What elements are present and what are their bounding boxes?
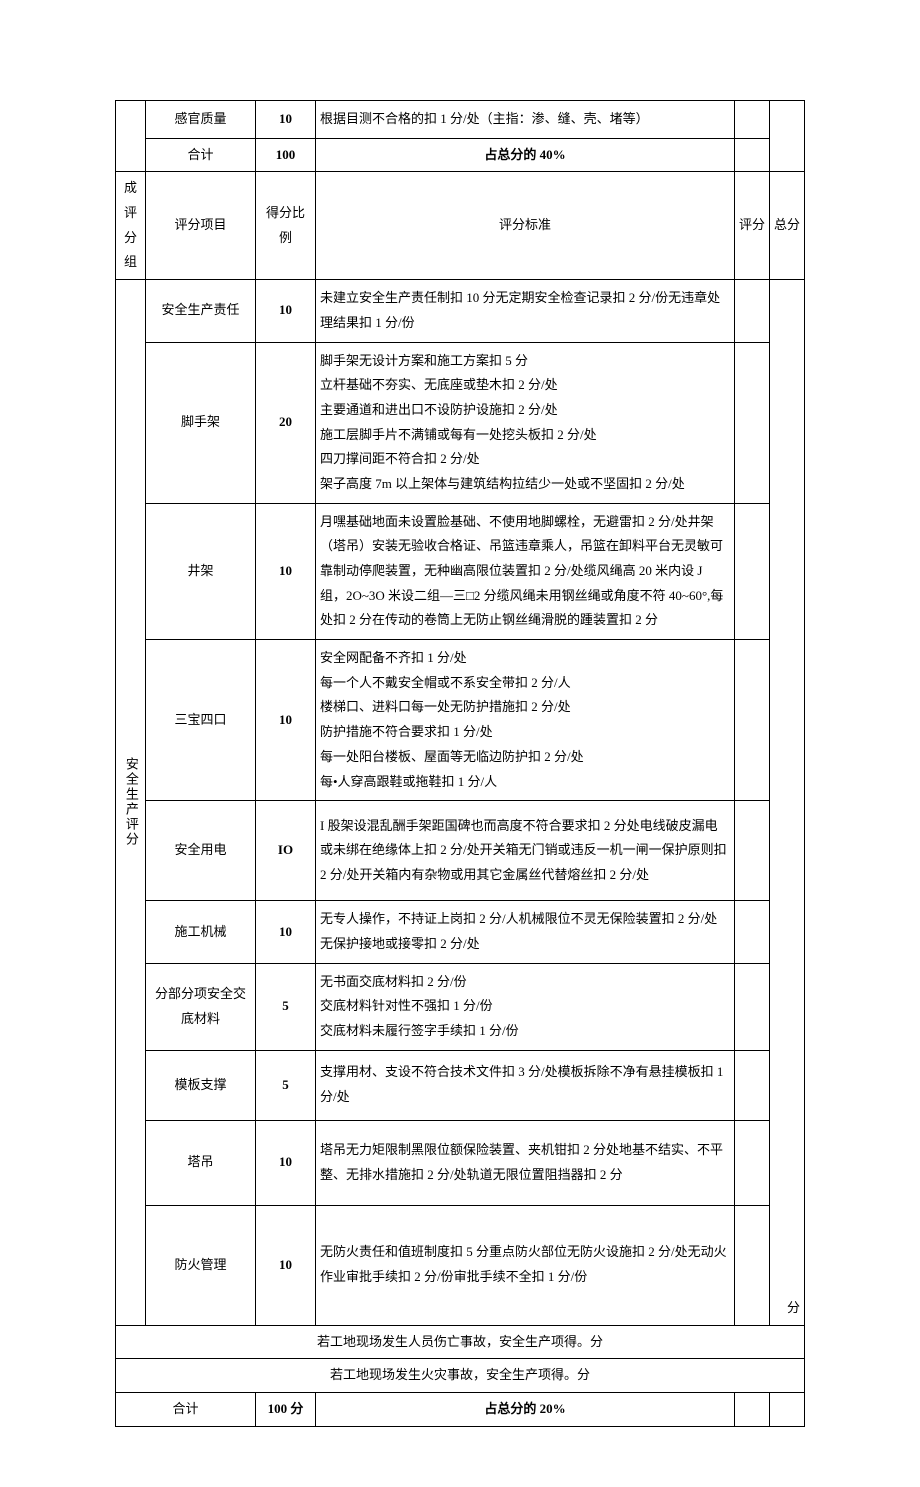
score-cell	[735, 1205, 770, 1325]
ratio-cell: 10	[256, 1205, 316, 1325]
prev-total-stub	[770, 101, 805, 172]
table-row: 脚手架20脚手架无设计方案和施工方案扣 5 分立杆基础不夯实、无底座或垫木扣 2…	[116, 342, 805, 503]
row-prev-subtotal: 合计 100 占总分的 40%	[116, 138, 805, 172]
table-row: 塔吊10塔吊无力矩限制黑限位额保险装置、夹机钳扣 2 分处地基不结实、不平整、无…	[116, 1120, 805, 1205]
item-cell: 塔吊	[146, 1120, 256, 1205]
score-cell	[735, 1050, 770, 1120]
header-row: 成 评分 组 评分项目 得分比例 评分标准 评分 总分	[116, 172, 805, 280]
prev-group-stub	[116, 101, 146, 172]
item-cell: 安全生产责任	[146, 280, 256, 342]
subtotal-score	[735, 1393, 770, 1427]
standard-cell: 脚手架无设计方案和施工方案扣 5 分立杆基础不夯实、无底座或垫木扣 2 分/处主…	[316, 342, 735, 503]
subtotal-total	[770, 1393, 805, 1427]
ratio-cell: IO	[256, 801, 316, 901]
table-row: 三宝四口10安全网配备不齐扣 1 分/处每一个人不戴安全帽或不系安全带扣 2 分…	[116, 640, 805, 801]
standard-cell: 无专人操作，不持证上岗扣 2 分/人机械限位不灵无保险装置扣 2 分/处无保护接…	[316, 901, 735, 963]
standard-cell: 根据目测不合格的扣 1 分/处（主指：渗、缝、壳、堵等）	[316, 101, 735, 139]
item-cell: 施工机械	[146, 901, 256, 963]
note1: 若工地现场发生人员伤亡事故，安全生产项得。分	[116, 1325, 805, 1359]
row-note1: 若工地现场发生人员伤亡事故，安全生产项得。分	[116, 1325, 805, 1359]
row-subtotal: 合计 100 分 占总分的 20%	[116, 1393, 805, 1427]
ratio-cell: 10	[256, 901, 316, 963]
table-row: 安全用电IOI 股架设混乱酬手架距国碑也而高度不符合要求扣 2 分处电线破皮漏电…	[116, 801, 805, 901]
total-cell: 分	[770, 280, 805, 1326]
ratio-cell: 10	[256, 280, 316, 342]
standard-cell: 安全网配备不齐扣 1 分/处每一个人不戴安全帽或不系安全带扣 2 分/人楼梯口、…	[316, 640, 735, 801]
subtotal-label: 合计	[116, 1393, 256, 1427]
ratio-cell: 10	[256, 101, 316, 139]
item-cell: 合计	[146, 138, 256, 172]
ratio-cell: 10	[256, 1120, 316, 1205]
ratio-cell: 10	[256, 640, 316, 801]
item-cell: 感官质量	[146, 101, 256, 139]
item-cell: 安全用电	[146, 801, 256, 901]
standard-cell: I 股架设混乱酬手架距国碑也而高度不符合要求扣 2 分处电线破皮漏电或未绑在绝缘…	[316, 801, 735, 901]
ratio-cell: 20	[256, 342, 316, 503]
standard-cell: 未建立安全生产责任制扣 10 分无定期安全检查记录扣 2 分/份无违章处理结果扣…	[316, 280, 735, 342]
row-note2: 若工地现场发生火灾事故，安全生产项得。分	[116, 1359, 805, 1393]
score-cell	[735, 640, 770, 801]
table-row: 分部分项安全交底材料5无书面交底材料扣 2 分/份交底材料针对性不强扣 1 分/…	[116, 963, 805, 1050]
standard-cell: 塔吊无力矩限制黑限位额保险装置、夹机钳扣 2 分处地基不结实、不平整、无排水措施…	[316, 1120, 735, 1205]
table-row: 安全生产评分安全生产责任10未建立安全生产责任制扣 10 分无定期安全检查记录扣…	[116, 280, 805, 342]
score-cell	[735, 963, 770, 1050]
row-sensory: 感官质量 10 根据目测不合格的扣 1 分/处（主指：渗、缝、壳、堵等）	[116, 101, 805, 139]
score-cell	[735, 342, 770, 503]
table-row: 模板支撑5支撑用材、支设不符合技术文件扣 3 分/处模板拆除不净有悬挂模板扣 1…	[116, 1050, 805, 1120]
score-cell	[735, 280, 770, 342]
note2: 若工地现场发生火灾事故，安全生产项得。分	[116, 1359, 805, 1393]
header-ratio: 得分比例	[256, 172, 316, 280]
ratio-cell: 10	[256, 503, 316, 639]
score-cell	[735, 1120, 770, 1205]
ratio-cell: 100	[256, 138, 316, 172]
score-cell	[735, 101, 770, 139]
table-row: 防火管理10无防火责任和值班制度扣 5 分重点防火部位无防火设施扣 2 分/处无…	[116, 1205, 805, 1325]
subtotal-standard: 占总分的 20%	[316, 1393, 735, 1427]
header-item: 评分项目	[146, 172, 256, 280]
header-standard: 评分标准	[316, 172, 735, 280]
item-cell: 井架	[146, 503, 256, 639]
score-cell	[735, 801, 770, 901]
scoring-table: 感官质量 10 根据目测不合格的扣 1 分/处（主指：渗、缝、壳、堵等） 合计 …	[115, 100, 805, 1427]
standard-cell: 月嘿基础地面未设置脸基础、不使用地脚螺栓，无避雷扣 2 分/处井架（塔吊）安装无…	[316, 503, 735, 639]
table-row: 施工机械10无专人操作，不持证上岗扣 2 分/人机械限位不灵无保险装置扣 2 分…	[116, 901, 805, 963]
standard-cell: 占总分的 40%	[316, 138, 735, 172]
item-cell: 脚手架	[146, 342, 256, 503]
item-cell: 分部分项安全交底材料	[146, 963, 256, 1050]
subtotal-ratio: 100 分	[256, 1393, 316, 1427]
header-total: 总分	[770, 172, 805, 280]
header-group: 成 评分 组	[116, 172, 146, 280]
item-cell: 模板支撑	[146, 1050, 256, 1120]
group-label: 安全生产评分	[116, 280, 146, 1326]
score-cell	[735, 503, 770, 639]
standard-cell: 无防火责任和值班制度扣 5 分重点防火部位无防火设施扣 2 分/处无动火作业审批…	[316, 1205, 735, 1325]
score-cell	[735, 138, 770, 172]
score-cell	[735, 901, 770, 963]
header-score: 评分	[735, 172, 770, 280]
table-row: 井架10月嘿基础地面未设置脸基础、不使用地脚螺栓，无避雷扣 2 分/处井架（塔吊…	[116, 503, 805, 639]
standard-cell: 支撑用材、支设不符合技术文件扣 3 分/处模板拆除不净有悬挂模板扣 1 分/处	[316, 1050, 735, 1120]
item-cell: 防火管理	[146, 1205, 256, 1325]
ratio-cell: 5	[256, 1050, 316, 1120]
standard-cell: 无书面交底材料扣 2 分/份交底材料针对性不强扣 1 分/份交底材料未履行签字手…	[316, 963, 735, 1050]
ratio-cell: 5	[256, 963, 316, 1050]
item-cell: 三宝四口	[146, 640, 256, 801]
